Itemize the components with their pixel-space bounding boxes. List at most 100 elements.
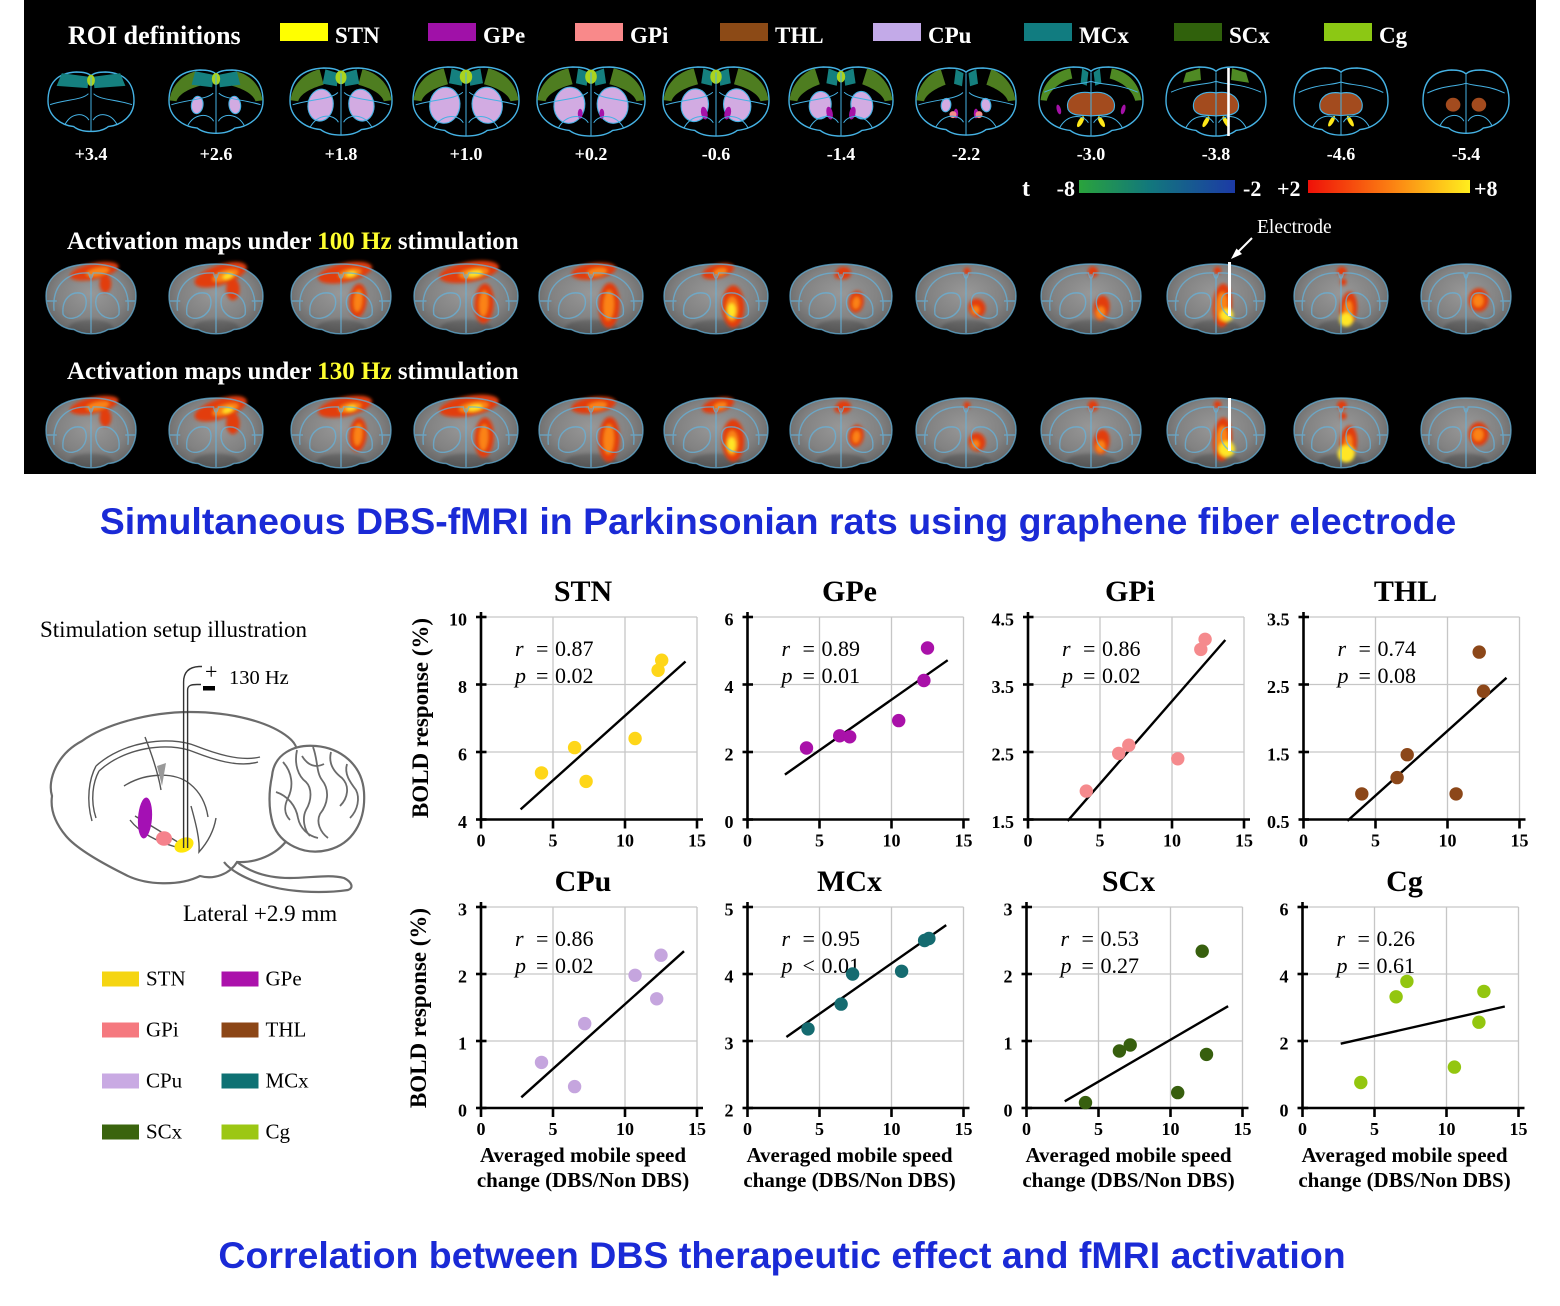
svg-text:Stimulation setup illustration: Stimulation setup illustration: [40, 617, 308, 642]
svg-text:0: 0: [743, 831, 752, 851]
svg-text:Averaged mobile speed: Averaged mobile speed: [746, 1143, 952, 1167]
svg-text:Lateral +2.9 mm: Lateral +2.9 mm: [183, 901, 337, 926]
svg-text:3.5: 3.5: [1267, 610, 1290, 630]
svg-text:10: 10: [1163, 831, 1181, 851]
svg-text:2: 2: [725, 745, 734, 765]
svg-text:15: 15: [1235, 831, 1253, 851]
svg-text:THL: THL: [1374, 575, 1437, 608]
svg-text:4.5: 4.5: [992, 610, 1015, 630]
svg-text:5: 5: [549, 831, 558, 851]
svg-text:SCx: SCx: [1102, 865, 1155, 898]
svg-text:CPu: CPu: [928, 23, 972, 48]
svg-text:5: 5: [1094, 1119, 1103, 1139]
svg-text:10: 10: [883, 1119, 901, 1139]
svg-text:15: 15: [955, 1119, 973, 1139]
svg-text:+0.2: +0.2: [575, 144, 608, 164]
svg-text:Simultaneous DBS-fMRI in Parki: Simultaneous DBS-fMRI in Parkinsonian ra…: [100, 500, 1457, 542]
svg-text:5: 5: [1371, 831, 1380, 851]
svg-text:STN: STN: [554, 575, 613, 608]
svg-text:10: 10: [616, 831, 634, 851]
svg-text:+: +: [205, 659, 217, 684]
svg-text:GPi: GPi: [630, 23, 669, 48]
svg-text:p=0.01: p = 0.01: [780, 663, 861, 688]
svg-text:2: 2: [1280, 1034, 1289, 1054]
svg-text:Cg: Cg: [1386, 865, 1423, 898]
svg-text:p=0.02: p = 0.02: [1060, 663, 1141, 688]
svg-text:5: 5: [1096, 831, 1105, 851]
svg-text:r=0.74: r = 0.74: [1338, 636, 1417, 661]
svg-text:p=0.27: p = 0.27: [1059, 953, 1140, 978]
svg-text:8: 8: [458, 677, 467, 697]
svg-text:0: 0: [1022, 1119, 1031, 1139]
svg-text:4: 4: [1280, 967, 1289, 987]
svg-text:10: 10: [1438, 1119, 1456, 1139]
svg-text:15: 15: [688, 1119, 706, 1139]
svg-text:SCx: SCx: [146, 1120, 183, 1144]
svg-text:4: 4: [458, 812, 467, 832]
svg-text:GPe: GPe: [483, 23, 525, 48]
svg-text:CPu: CPu: [146, 1069, 183, 1093]
svg-text:r=0.89: r = 0.89: [782, 636, 861, 661]
svg-text:5: 5: [815, 1119, 824, 1139]
svg-text:STN: STN: [335, 23, 380, 48]
svg-text:10: 10: [883, 831, 901, 851]
svg-text:change (DBS/Non DBS): change (DBS/Non DBS): [1298, 1168, 1510, 1192]
svg-text:GPe: GPe: [266, 967, 302, 991]
svg-text:0: 0: [1004, 1101, 1013, 1121]
svg-text:2.5: 2.5: [1267, 677, 1290, 697]
svg-text:-1.4: -1.4: [827, 144, 856, 164]
svg-text:MCx: MCx: [266, 1069, 310, 1093]
svg-text:p=0.61: p = 0.61: [1335, 953, 1416, 978]
svg-text:change (DBS/Non DBS): change (DBS/Non DBS): [743, 1168, 955, 1192]
svg-text:15: 15: [688, 831, 706, 851]
svg-text:1: 1: [458, 1034, 467, 1054]
svg-text:-8: -8: [1057, 176, 1075, 201]
svg-text:2: 2: [458, 967, 467, 987]
svg-text:0: 0: [1299, 831, 1308, 851]
svg-text:Averaged mobile speed: Averaged mobile speed: [1025, 1143, 1231, 1167]
svg-text:+8: +8: [1474, 176, 1498, 201]
svg-text:3: 3: [1004, 900, 1013, 920]
svg-text:r=0.53: r = 0.53: [1061, 926, 1140, 951]
svg-text:change (DBS/Non DBS): change (DBS/Non DBS): [1022, 1168, 1234, 1192]
svg-text:-5.4: -5.4: [1452, 144, 1481, 164]
svg-text:0: 0: [1280, 1101, 1289, 1121]
svg-text:r=0.86: r = 0.86: [515, 926, 594, 951]
svg-text:+1.0: +1.0: [450, 144, 483, 164]
svg-text:15: 15: [955, 831, 973, 851]
svg-text:15: 15: [1511, 831, 1529, 851]
svg-text:BOLD response (%): BOLD response (%): [406, 908, 431, 1108]
svg-text:-4.6: -4.6: [1327, 144, 1356, 164]
svg-text:-0.6: -0.6: [702, 144, 731, 164]
svg-text:STN: STN: [146, 967, 186, 991]
svg-text:130 Hz: 130 Hz: [229, 667, 289, 689]
svg-text:15: 15: [1234, 1119, 1252, 1139]
svg-text:2: 2: [725, 1101, 734, 1121]
svg-text:0: 0: [477, 1119, 486, 1139]
svg-text:6: 6: [458, 745, 467, 765]
svg-text:5: 5: [815, 831, 824, 851]
svg-text:+2: +2: [1277, 176, 1301, 201]
svg-text:GPi: GPi: [146, 1018, 179, 1042]
svg-text:0: 0: [477, 831, 486, 851]
svg-text:CPu: CPu: [555, 865, 612, 898]
svg-text:4: 4: [725, 967, 734, 987]
svg-text:5: 5: [725, 900, 734, 920]
svg-text:1.5: 1.5: [992, 812, 1015, 832]
svg-text:p=0.08: p = 0.08: [1336, 663, 1417, 688]
svg-text:r=0.86: r = 0.86: [1062, 636, 1141, 661]
svg-text:GPi: GPi: [1105, 575, 1155, 608]
svg-text:2: 2: [1004, 967, 1013, 987]
svg-text:-2.2: -2.2: [952, 144, 981, 164]
svg-text:THL: THL: [266, 1018, 307, 1042]
svg-text:Correlation between DBS therap: Correlation between DBS therapeutic effe…: [218, 1234, 1345, 1276]
svg-text:BOLD response (%): BOLD response (%): [408, 618, 433, 818]
svg-text:Cg: Cg: [266, 1120, 291, 1144]
svg-text:Activation maps under 130 Hz s: Activation maps under 130 Hz stimulation: [67, 358, 519, 385]
svg-text:5: 5: [549, 1119, 558, 1139]
svg-text:MCx: MCx: [1079, 23, 1129, 48]
svg-text:1.5: 1.5: [1267, 745, 1290, 765]
svg-text:3: 3: [725, 1034, 734, 1054]
svg-text:0: 0: [458, 1101, 467, 1121]
svg-text:1: 1: [1004, 1034, 1013, 1054]
